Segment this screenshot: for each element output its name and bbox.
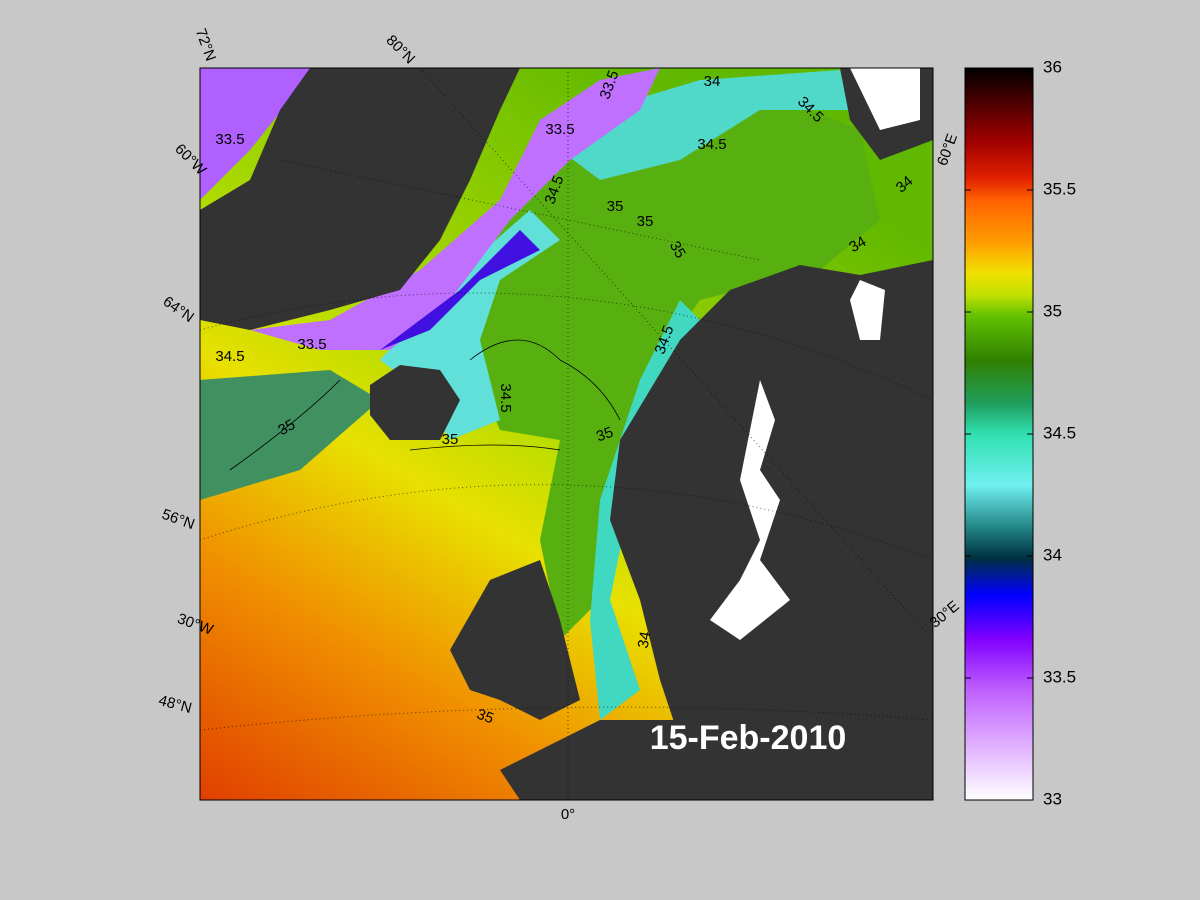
graticule-label: 0°	[561, 806, 575, 823]
ocean-region	[200, 370, 380, 500]
contour-label: 35	[637, 213, 654, 230]
ocean-region	[440, 90, 880, 640]
colorbar-tick-label: 33	[1043, 789, 1062, 808]
ice	[850, 68, 920, 130]
ocean-region	[250, 68, 660, 350]
map	[200, 68, 933, 800]
graticule	[200, 68, 933, 800]
contour-label: 35	[594, 424, 615, 446]
land	[610, 260, 933, 800]
colorbar-tick-label: 33.5	[1043, 667, 1076, 686]
colorbar	[964, 67, 1034, 801]
date-label: 15-Feb-2010	[650, 719, 847, 757]
contour-label: 35	[474, 706, 495, 728]
ocean-region	[560, 70, 850, 180]
contour-label: 35	[607, 198, 624, 215]
land	[370, 365, 460, 440]
graticule-label: 80°N	[383, 32, 419, 68]
contour-label: 35	[275, 416, 298, 439]
contour-label: 34	[704, 73, 721, 90]
contour-label: 35	[442, 431, 459, 448]
ice	[710, 380, 790, 640]
contour-label: 35	[666, 238, 689, 261]
contour-label: 33.5	[545, 121, 574, 138]
colorbar-tick-label: 35.5	[1043, 179, 1076, 198]
graticule-label: 72°N	[192, 26, 219, 63]
contour-label: 33.5	[297, 336, 326, 353]
land	[450, 560, 580, 720]
contour-label: 34	[635, 630, 655, 649]
contour-label: 34.5	[215, 348, 244, 365]
colorbar-tick-label: 35	[1043, 301, 1062, 320]
contour-label: 34.5	[697, 136, 726, 153]
land	[200, 68, 520, 330]
graticule-label: 60°E	[934, 132, 961, 169]
map-frame	[199, 67, 934, 801]
colorbar-tick-label: 36	[1043, 57, 1062, 76]
ice	[850, 280, 885, 340]
ocean-region	[200, 68, 310, 200]
colorbar-tick-label: 34	[1043, 545, 1062, 564]
contour-label: 33.5	[215, 131, 244, 148]
graticule-label: 64°N	[160, 293, 197, 326]
graticule-label: 48°N	[157, 692, 194, 717]
graticule-label: 56°N	[160, 506, 197, 533]
contour-label: 34.5	[497, 383, 514, 412]
land	[500, 720, 720, 800]
contour-label: 34	[846, 233, 869, 256]
ocean-region	[380, 230, 540, 350]
colorbar-tick-label: 34.5	[1043, 423, 1076, 442]
contour-lines	[229, 339, 621, 471]
